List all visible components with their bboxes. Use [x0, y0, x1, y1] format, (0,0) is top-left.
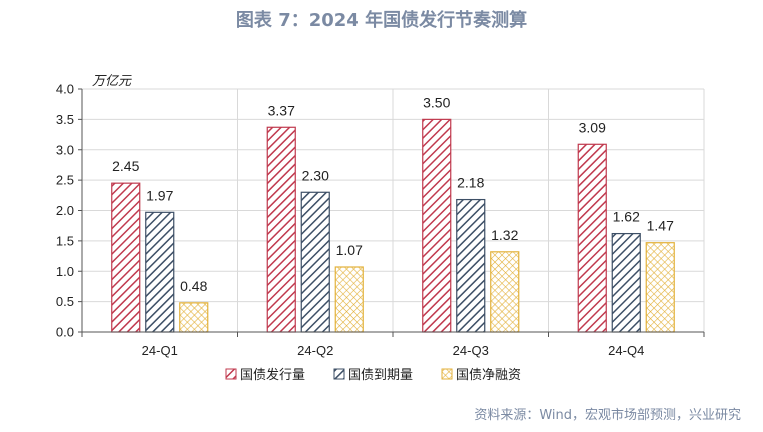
- bar-diagonal-hatch: [111, 182, 141, 333]
- x-tick-label: 24-Q4: [608, 343, 644, 358]
- x-tick-label: 24-Q3: [453, 343, 489, 358]
- data-label: 0.48: [180, 278, 207, 294]
- legend-label: 国债到期量: [348, 368, 413, 383]
- data-label: 1.47: [647, 218, 674, 234]
- bar-crosshatch: [490, 251, 520, 333]
- data-label: 3.09: [579, 119, 606, 135]
- y-tick-label: 4.0: [56, 82, 74, 97]
- grid-layer: [82, 88, 705, 332]
- data-label: 1.07: [336, 242, 363, 258]
- bar-crosshatch: [645, 242, 675, 333]
- legend: 国债发行量 国债到期量 国债净融资: [225, 367, 521, 383]
- data-label: 2.30: [302, 167, 329, 183]
- y-tick-label: 1.0: [56, 264, 74, 279]
- data-label: 3.50: [423, 94, 450, 110]
- figure-title: 图表 7：2024 年国债发行节奏测算: [235, 10, 528, 31]
- data-label: 3.37: [268, 102, 295, 118]
- legend-label: 国债净融资: [456, 368, 521, 383]
- y-tick-label: 0.0: [56, 325, 74, 340]
- legend-swatch: [225, 368, 237, 380]
- y-tick-label: 3.5: [56, 112, 74, 127]
- x-tick-label: 24-Q1: [142, 343, 178, 358]
- data-label: 2.45: [112, 158, 139, 174]
- legend-swatch: [333, 368, 345, 380]
- x-tick-label: 24-Q2: [297, 343, 333, 358]
- y-tick-label: 2.0: [56, 203, 74, 218]
- bars-layer: [111, 118, 675, 333]
- bar-diagonal-hatch: [577, 143, 607, 333]
- bar-crosshatch: [179, 302, 209, 333]
- bar-diagonal-hatch: [456, 198, 486, 333]
- data-label: 1.62: [613, 209, 640, 225]
- y-axis-unit-label: 万亿元: [92, 74, 132, 89]
- bar-diagonal-hatch: [422, 118, 452, 333]
- legend-label: 国债发行量: [240, 367, 305, 383]
- labels-layer: 0.0 0.5 1.0 1.5 2.0 2.5 3.0 3.5 4.0 24-Q1 24-Q2 24-…: [56, 74, 674, 358]
- bar-diagonal-hatch: [300, 191, 330, 333]
- data-label: 1.32: [491, 227, 518, 243]
- y-tick-label: 1.5: [56, 233, 74, 248]
- y-tick-label: 2.5: [56, 173, 74, 188]
- bar-diagonal-hatch: [145, 211, 175, 333]
- y-tick-label: 0.5: [56, 294, 74, 309]
- legend-swatch: [441, 368, 453, 380]
- bar-crosshatch: [334, 266, 364, 333]
- bar-diagonal-hatch: [266, 126, 296, 333]
- data-label: 1.97: [146, 187, 173, 203]
- data-label: 2.18: [457, 175, 484, 191]
- bar-diagonal-hatch: [611, 232, 641, 333]
- y-tick-label: 3.0: [56, 142, 74, 157]
- source-note: 资料来源：Wind，宏观市场部预测，兴业研究: [474, 408, 741, 423]
- axes-layer: [78, 88, 705, 337]
